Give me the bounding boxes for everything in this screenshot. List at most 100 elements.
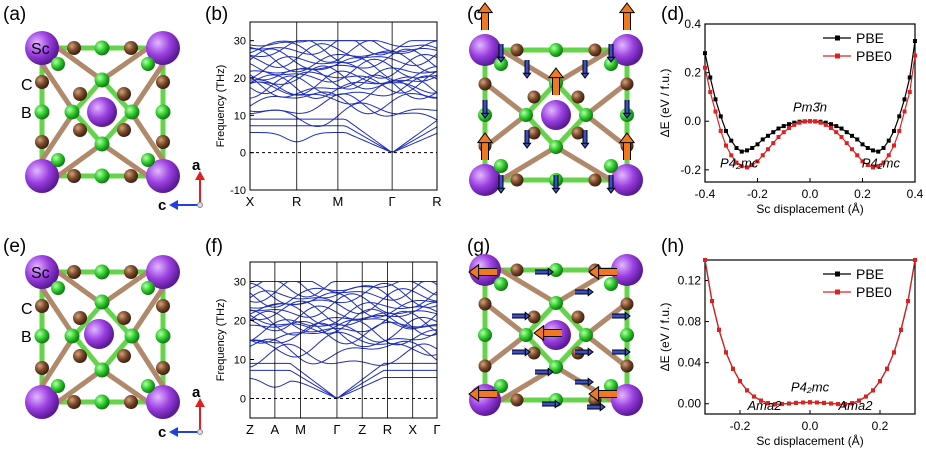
phonon-band: [249, 331, 438, 358]
displacement-arrow-head: [547, 267, 554, 277]
sc-atom: [611, 384, 643, 416]
data-point-pbe0: [739, 164, 744, 169]
data-point-pbe0: [829, 401, 833, 406]
b-atom: [494, 379, 508, 393]
bond: [553, 300, 589, 338]
b-atoms: [34, 264, 171, 410]
phonon-band: [249, 80, 438, 105]
b-atom: [604, 57, 618, 71]
phonon-band: [249, 48, 438, 70]
b-atom: [494, 159, 508, 173]
legend-label: PBE0: [856, 284, 892, 300]
y-tick-label: -0.2: [680, 163, 701, 177]
displacement-arrow-head: [624, 311, 631, 321]
atom-label-sc: Sc: [31, 41, 50, 58]
x-tick-label: 0.2: [854, 187, 871, 201]
data-point-pbe: [708, 75, 713, 80]
bond: [482, 80, 529, 118]
panel-label-g: (g): [467, 236, 491, 257]
crystal-structure-a: Sc C B a c: [0, 0, 205, 220]
data-point-pbe0: [766, 147, 770, 152]
c-atom: [588, 173, 602, 187]
data-point-pbe: [881, 145, 886, 150]
phonon-band: [249, 343, 438, 368]
data-point-pbe0: [792, 122, 797, 127]
b-atom: [519, 328, 533, 342]
data-point-pbe0: [708, 90, 713, 95]
data-point-pbe0: [787, 401, 791, 406]
bond: [553, 332, 589, 370]
data-point-pbe0: [899, 327, 903, 332]
c-atom: [527, 310, 541, 324]
c-atom: [571, 126, 585, 140]
b-atom: [494, 57, 508, 71]
axis-label-a: a: [192, 157, 201, 174]
c-atom: [510, 43, 524, 57]
data-point-pbe0: [829, 126, 833, 131]
atom-label-sc: Sc: [31, 265, 50, 282]
data-point-pbe0: [773, 402, 777, 407]
data-point-pbe: [913, 39, 917, 44]
displacement-arrow-head: [618, 2, 636, 14]
data-point-pbe0: [808, 119, 812, 124]
y-tick-label: 0.4: [684, 17, 701, 31]
displacement-arrow-head: [522, 142, 532, 149]
data-point-pbe0: [857, 398, 861, 403]
energy-curve-h-svg: -0.2 0.0 0.2 0.00 0.04 0.08 0.12 Sc displacemen…: [658, 258, 917, 448]
displacement-arrow-head: [496, 56, 506, 63]
c-atom: [588, 43, 602, 57]
y-tick-label: 0.0: [684, 114, 701, 128]
data-point-pbe0: [850, 147, 854, 152]
phonon-band: [249, 74, 438, 100]
x-tick-label: Z: [246, 422, 254, 437]
y-tick-label: 0.08: [678, 315, 702, 329]
c-atom: [510, 263, 524, 277]
b-atom: [549, 296, 563, 310]
data-point-pbe: [750, 145, 755, 150]
phonon-band: [249, 70, 438, 96]
x-tick-label: Z: [358, 422, 366, 437]
displacement-arrow-head: [606, 187, 616, 194]
x-tick-label: 0.0: [802, 187, 819, 201]
data-point-pbe: [745, 148, 749, 153]
data-point-pbe0: [745, 388, 749, 393]
energy-curve-d-svg: -0.4 -0.2 0.0 0.2 0.4 -0.2 0.0 0.2 0.4 Sc displac…: [658, 17, 924, 216]
legend-marker: [835, 35, 840, 41]
x-tick-label: R: [292, 194, 301, 209]
bond: [553, 144, 614, 183]
bond: [523, 80, 559, 118]
annotation: Pm3̄n: [793, 100, 827, 115]
displacement-arrow-head: [588, 263, 600, 281]
sc-atom: [541, 100, 571, 130]
data-point-pbe0: [734, 160, 739, 165]
data-point-pbe0: [855, 153, 860, 158]
c-atom: [620, 359, 634, 373]
b-atom: [519, 108, 533, 122]
data-point-pbe0: [907, 90, 912, 95]
annotation: Ama2: [838, 398, 874, 413]
y-tick-label: 0.12: [678, 274, 702, 288]
b-atom: [604, 277, 618, 291]
legend-label: PBE: [856, 266, 884, 282]
data-point-pbe: [766, 133, 770, 138]
phonon-band: [250, 118, 438, 153]
x-tick-label: 0.0: [802, 419, 819, 433]
data-point-pbe0: [760, 153, 765, 158]
data-point-pbe0: [729, 153, 734, 158]
y-axis-label: ΔE (eV / f.u.): [658, 69, 672, 138]
x-tick-label: R: [383, 422, 392, 437]
data-point-pbe0: [906, 299, 910, 304]
b-atom: [604, 159, 618, 173]
displacement-arrow-head: [588, 385, 600, 403]
data-point-pbe: [839, 126, 844, 131]
b-atom: [549, 140, 563, 154]
y-tick-label: -10: [230, 185, 246, 197]
data-point-pbe0: [797, 120, 802, 125]
phonon-band: [249, 308, 438, 334]
displacement-arrow-head: [468, 263, 480, 281]
data-point-pbe0: [850, 401, 854, 406]
phonon-band: [249, 57, 438, 82]
displacement-arrow-head: [622, 112, 632, 119]
phonon-band: [249, 305, 438, 332]
data-point-pbe: [860, 142, 865, 147]
